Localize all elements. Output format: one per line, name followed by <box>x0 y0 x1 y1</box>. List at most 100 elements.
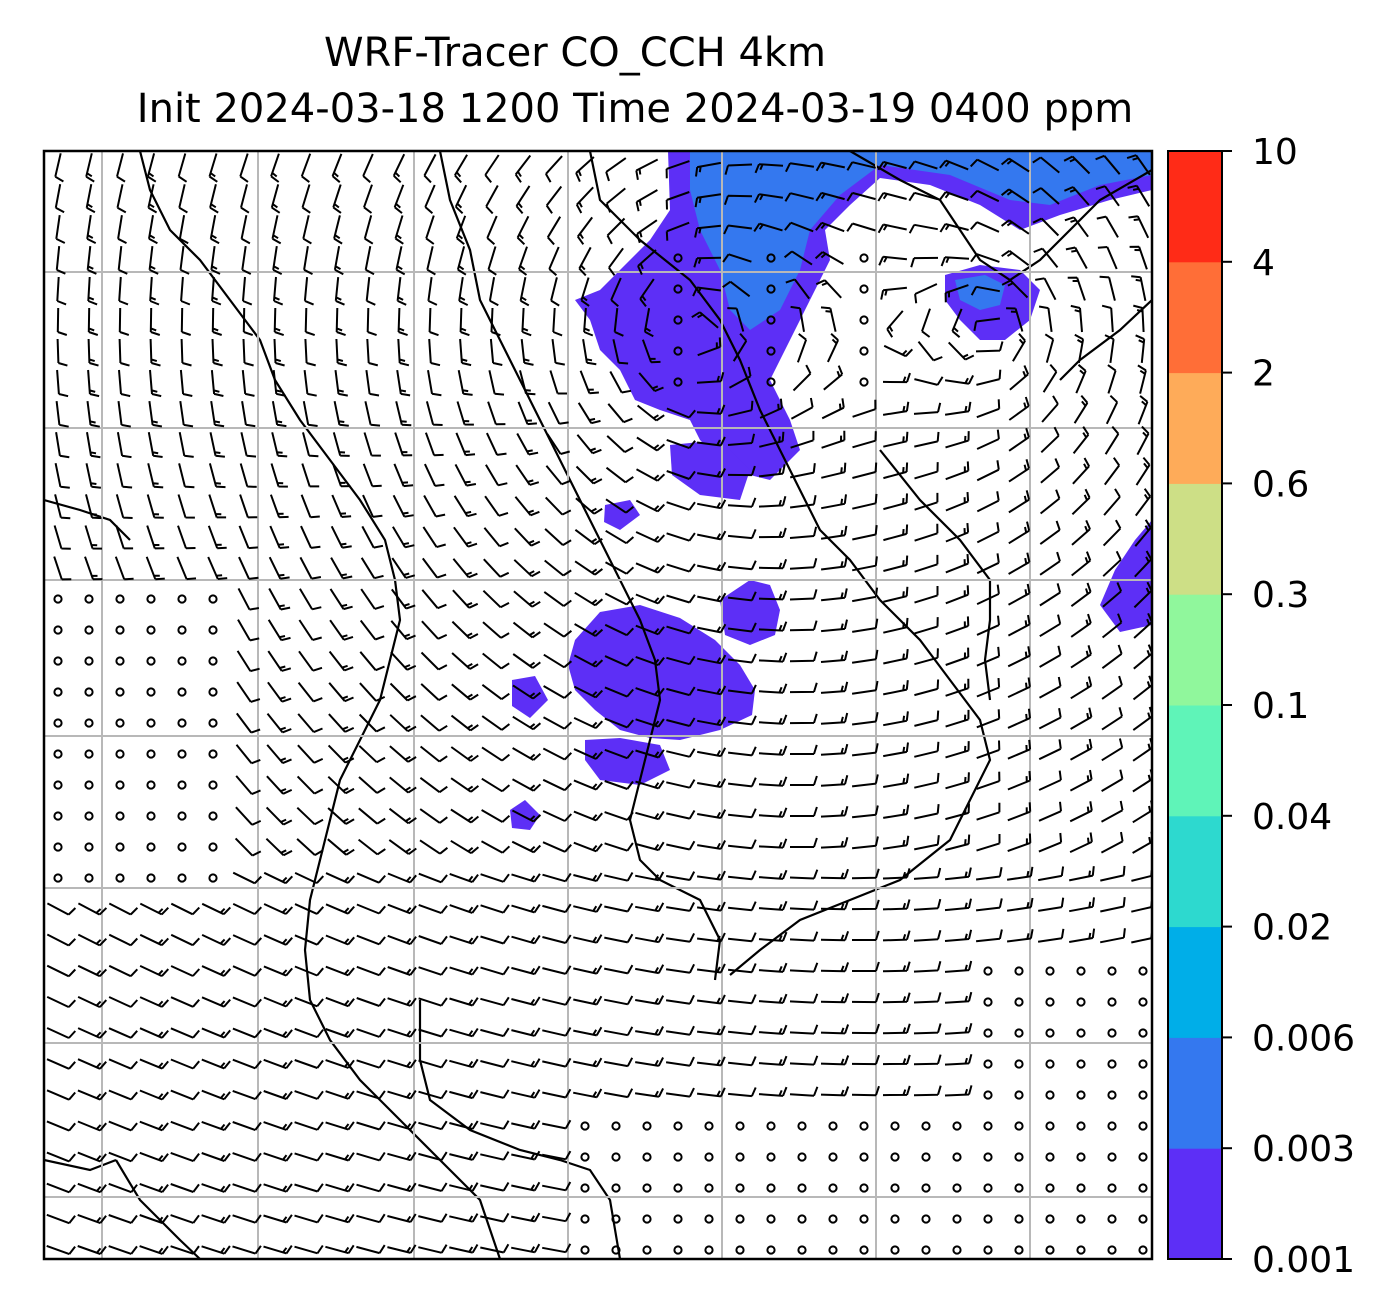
wind-barb <box>790 463 816 479</box>
wind-barb <box>1070 613 1092 638</box>
wind-barb <box>975 898 1003 912</box>
wind-barb <box>826 332 840 363</box>
wind-barb <box>513 590 541 608</box>
wind-barb <box>1008 490 1031 514</box>
wind-barb <box>387 997 417 1007</box>
wind-barb <box>783 250 813 266</box>
wind-barb <box>418 903 448 915</box>
wind-barb <box>1137 364 1147 394</box>
wind-barb <box>242 338 254 367</box>
wind-barb <box>294 903 325 915</box>
wind-barb <box>356 1059 386 1069</box>
wind-barb <box>820 962 850 973</box>
wind-barb <box>77 1058 107 1070</box>
wind-barb <box>1038 770 1062 791</box>
wind-barb <box>46 933 77 947</box>
wind-barb <box>1072 426 1090 455</box>
wind-barb <box>201 1058 231 1070</box>
wind-barb <box>542 810 573 822</box>
wind-barb <box>359 682 386 702</box>
wind-barb <box>696 870 726 881</box>
calm-wind-marker <box>611 1245 621 1255</box>
wind-barb <box>577 402 601 425</box>
wind-barb <box>635 687 665 697</box>
wind-barb <box>944 867 972 881</box>
wind-barb <box>512 747 542 761</box>
wind-barb <box>635 189 658 212</box>
wind-barb <box>542 841 572 853</box>
wind-barb <box>609 371 632 394</box>
wind-barb <box>820 712 849 725</box>
wind-barb <box>635 964 665 975</box>
wind-barb <box>643 308 654 338</box>
wind-barb <box>332 463 351 488</box>
wind-barb <box>201 1152 231 1162</box>
wind-barb <box>273 307 285 337</box>
wind-barb <box>1100 896 1126 913</box>
wind-barb <box>635 531 666 543</box>
wind-barb <box>263 996 293 1008</box>
wind-barb <box>459 338 472 367</box>
wind-barb <box>325 1183 355 1193</box>
wind-barb <box>147 463 164 489</box>
wind-barb <box>605 529 635 545</box>
wind-barb <box>754 193 784 204</box>
wind-barb <box>914 679 940 697</box>
wind-barb <box>207 556 228 580</box>
wind-barb <box>170 1120 200 1132</box>
wind-barb <box>1104 334 1115 364</box>
colorbar-tick-label: 0.001 <box>1252 1240 1355 1281</box>
calm-wind-marker <box>704 1121 714 1131</box>
wind-barb <box>170 1245 200 1255</box>
wind-barb <box>85 494 102 520</box>
calm-wind-marker <box>53 842 63 852</box>
wind-barb <box>727 839 757 850</box>
calm-wind-marker <box>921 1152 931 1162</box>
wind-barb <box>604 1026 634 1037</box>
wind-barb <box>358 776 386 794</box>
wind-barb <box>821 398 845 420</box>
wind-barb <box>1000 219 1030 235</box>
wind-barb <box>420 714 448 732</box>
wind-barb <box>914 586 939 604</box>
wind-barb <box>1064 216 1089 238</box>
wind-barb <box>330 557 353 580</box>
wind-barb <box>1007 708 1031 729</box>
wind-barb <box>420 683 448 701</box>
wind-barb <box>970 221 1000 233</box>
wind-barb <box>606 435 634 453</box>
calm-wind-marker <box>828 1183 838 1193</box>
wind-barb <box>789 931 819 942</box>
wind-barb <box>1007 646 1031 668</box>
wind-barb <box>118 369 131 398</box>
wind-barb <box>56 276 67 306</box>
calm-wind-marker <box>177 842 187 852</box>
wind-barb <box>208 494 227 519</box>
calm-wind-marker <box>84 873 94 883</box>
wind-barb <box>387 1151 417 1162</box>
wind-barb <box>976 615 1000 636</box>
wind-barb <box>613 307 624 337</box>
wind-barb <box>271 432 288 458</box>
calm-wind-marker <box>952 1121 962 1131</box>
wind-barb <box>170 1183 200 1193</box>
wind-barb <box>232 1152 262 1162</box>
wind-barb <box>232 871 263 885</box>
wind-barb <box>604 686 634 698</box>
wind-barb <box>149 307 161 336</box>
wind-barb <box>521 307 532 337</box>
calm-wind-marker <box>673 1152 683 1162</box>
wind-barb <box>635 655 665 667</box>
wind-barb <box>239 153 249 183</box>
calm-wind-marker <box>1014 1245 1024 1255</box>
wind-barb <box>1127 184 1151 207</box>
wind-barb <box>418 1244 448 1254</box>
wind-barb <box>365 369 380 397</box>
wind-barb <box>697 685 727 696</box>
wind-barb <box>232 996 262 1008</box>
wind-barb <box>423 495 446 518</box>
wind-barb <box>1063 186 1090 206</box>
wind-barb <box>693 256 722 268</box>
wind-barb <box>727 901 757 912</box>
wind-barb <box>543 653 573 669</box>
